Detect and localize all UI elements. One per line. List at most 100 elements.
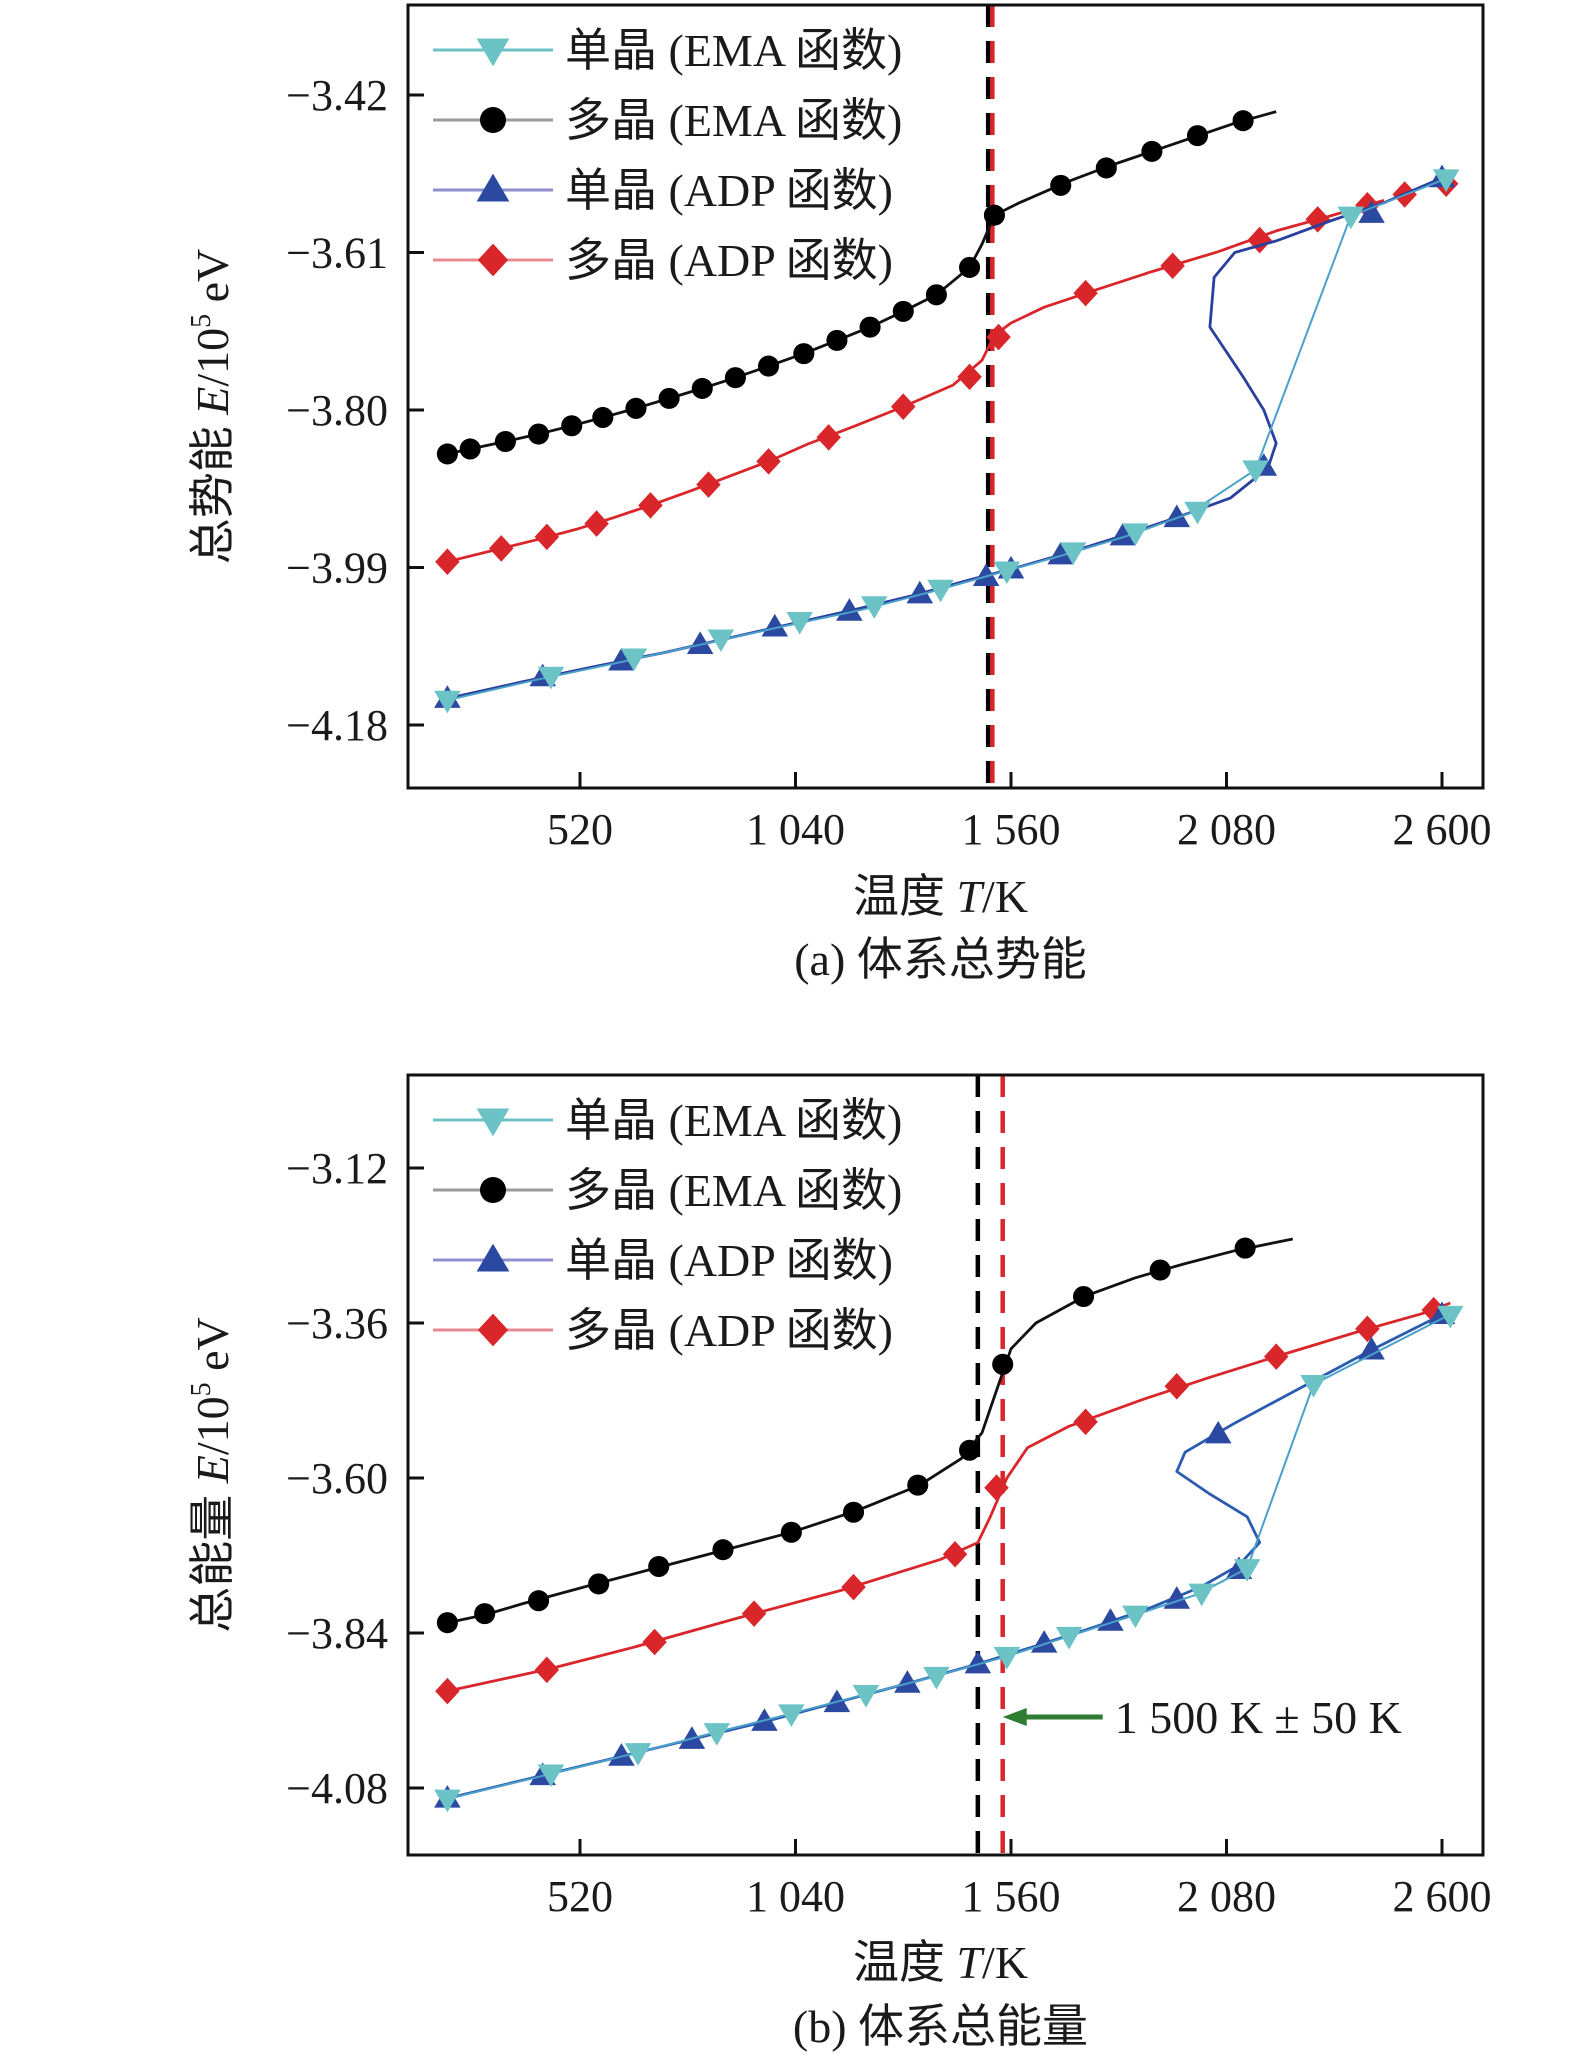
marker-sc_ema [778,1704,805,1727]
legend-label: 多晶 (ADP 函数) [565,1305,893,1356]
legend-label: 多晶 (EMA 函数) [565,95,902,146]
marker-pc_ema [1232,110,1254,132]
marker-pc_ema [1149,1259,1171,1281]
marker-pc_ema [625,397,647,419]
annotation-label: 1 500 K ± 50 K [1115,1692,1402,1743]
legend-b: 单晶 (EMA 函数) 多晶 (EMA 函数) 单晶 (ADP 函数) 多晶 (ADP… [433,1095,902,1356]
marker-sc_ema [434,690,461,714]
marker-sc_ema [786,612,813,635]
marker-sc_ema [1188,1583,1215,1607]
marker-pc_adp [642,1628,667,1656]
marker-pc_adp [984,1474,1009,1501]
legend-label: 单晶 (ADP 函数) [565,165,893,216]
marker-pc_adp [741,1600,767,1627]
marker-sc_ema [1300,1375,1327,1398]
caption-b: (b) 体系总能量 [793,2001,1088,2052]
marker-pc_ema [959,1439,981,1461]
marker-pc_ema [588,1573,610,1595]
marker-pc_adp [1164,1373,1190,1400]
marker-pc_ema [907,1474,929,1496]
marker-pc_adp [1355,191,1380,219]
x-axis-title-b: 温度 T/K [853,1937,1028,1988]
panel-b: 520 1 040 1 560 2 080 2 600 −3.12−3.36−3.60−… [186,1073,1492,2052]
marker-sc_ema [927,579,954,603]
legend-marker-circle-icon [479,106,507,134]
marker-sc_ema [860,596,888,619]
marker-pc_ema [436,1612,458,1634]
marker-pc_adp [841,1573,866,1601]
y-tick-label: −3.84 [286,1609,388,1658]
marker-pc_ema [925,284,947,306]
y-tick-label: −3.61 [286,229,388,278]
marker-pc_adp [696,471,721,498]
marker-pc_adp [489,535,514,562]
marker-pc_ema [528,1590,550,1612]
marker-sc_adp [836,598,863,621]
marker-sc_ema [1242,460,1269,483]
marker-pc_ema [592,406,614,429]
marker-pc_adp [534,1656,560,1684]
marker-pc_ema [474,1603,496,1625]
marker-pc_ema [724,367,746,389]
marker-sc_ema [537,1764,565,1788]
marker-sc_ema [1337,206,1365,230]
y-tick-label: −4.08 [286,1764,388,1813]
x-ticks-a: 520 1 040 1 560 2 080 2 600 [547,772,1492,854]
y-tick-label: −3.80 [286,386,388,435]
marker-pc_ema [459,438,481,460]
legend-item-sc_adp: 单晶 (ADP 函数) [433,1235,893,1286]
y-tick-label: −4.18 [286,701,388,750]
marker-pc_ema [780,1521,802,1543]
plot-area-b [434,1075,1464,1855]
marker-pc_ema [983,204,1005,226]
marker-sc_ema [620,648,648,672]
marker-sc_adp [1204,1420,1232,1444]
marker-pc_ema [1072,1285,1095,1308]
marker-sc_ema [1432,169,1460,192]
marker-sc_ema [434,1789,461,1813]
legend-marker-triangle-up-icon [476,1243,510,1272]
marker-sc_adp [686,631,714,654]
marker-pc_adp [435,1677,460,1705]
series-line-sc_ema [447,1315,1447,1800]
arrow-left-icon [1002,1707,1027,1726]
marker-pc_adp [942,1540,968,1568]
series-group [434,5,1460,788]
y-tick-label: −3.12 [286,1144,388,1193]
marker-sc_ema [1055,1626,1083,1650]
x-tick-label: 520 [547,805,613,854]
legend-label: 多晶 (ADP 函数) [565,235,893,286]
x-tick-label: 1 040 [746,805,845,854]
marker-sc_adp [1358,1336,1385,1360]
marker-pc_ema [691,377,713,399]
marker-sc_adp [906,580,934,604]
legend-item-sc_ema: 单晶 (EMA 函数) [433,25,902,76]
marker-pc_ema [1050,174,1072,196]
marker-pc_ema [859,316,881,338]
marker-pc_adp [756,448,781,475]
legend-label: 单晶 (EMA 函数) [565,1095,902,1146]
marker-pc_ema [1141,140,1163,162]
legend-item-sc_adp: 单晶 (ADP 函数) [433,165,893,216]
marker-pc_ema [758,355,780,377]
legend-label: 单晶 (EMA 函数) [565,25,902,76]
marker-sc_ema [703,1723,731,1746]
marker-sc_ema [993,561,1021,585]
y-tick-label: −3.99 [286,544,388,593]
marker-sc_ema [1122,1605,1149,1629]
y-ticks-a: −3.42 −3.61 −3.80 −3.99 −4.18 [286,71,424,750]
marker-pc_adp [435,548,460,575]
marker-sc_ema [1059,542,1087,566]
y-tick-label: −3.36 [286,1299,388,1348]
legend-marker-triangle-down-icon [476,38,510,67]
marker-pc_adp [1263,1343,1289,1370]
legend-marker-diamond-icon [477,1313,509,1347]
marker-sc_ema [923,1666,950,1690]
marker-pc_adp [816,424,841,451]
caption-a: (a) 体系总势能 [794,934,1087,985]
marker-pc_ema [892,300,914,322]
marker-pc_ema [992,1353,1014,1375]
x-tick-label: 520 [547,1872,613,1921]
marker-sc_adp [972,563,1000,586]
